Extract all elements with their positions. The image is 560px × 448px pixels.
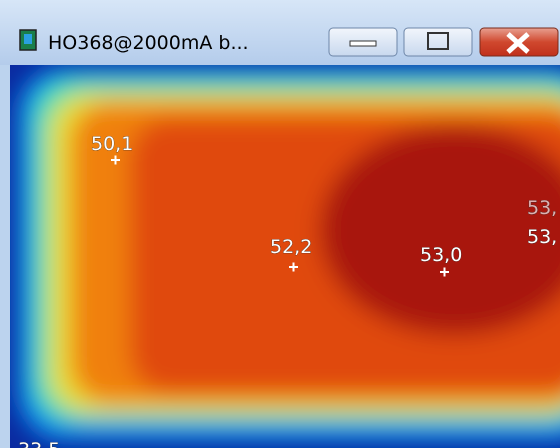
window-title: HO368@2000mA b...: [48, 32, 249, 54]
app-icon: [20, 30, 36, 50]
spot-label: 33,5: [18, 439, 60, 448]
page: HO368@2000mA b... 50,1 52,2 53,0 53, 53,…: [0, 0, 560, 448]
minimize-button[interactable]: [329, 28, 397, 56]
spot-label: 50,1: [91, 133, 133, 155]
window: HO368@2000mA b... 50,1 52,2 53,0 53, 53,…: [0, 0, 560, 448]
spot-label: 53,: [527, 197, 557, 219]
spot-label: 53,: [527, 226, 557, 248]
maximize-button[interactable]: [404, 28, 472, 56]
spot-label: 52,2: [270, 236, 312, 258]
spot-label: 53,0: [420, 244, 462, 266]
close-button[interactable]: [480, 28, 558, 56]
